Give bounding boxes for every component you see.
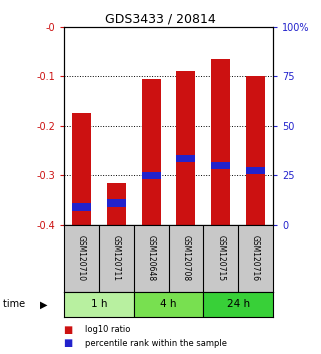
Text: ■: ■ bbox=[63, 338, 72, 348]
Bar bbox=[176, 155, 195, 162]
Text: ■: ■ bbox=[63, 325, 72, 335]
Text: 1 h: 1 h bbox=[91, 299, 107, 309]
Bar bbox=[142, 172, 161, 179]
Text: 4 h: 4 h bbox=[160, 299, 177, 309]
Bar bbox=[72, 203, 91, 211]
Bar bbox=[142, 79, 161, 225]
Bar bbox=[107, 183, 126, 225]
Bar bbox=[203, 292, 273, 317]
Text: log10 ratio: log10 ratio bbox=[85, 325, 130, 335]
Text: ▶: ▶ bbox=[39, 299, 47, 309]
Bar bbox=[246, 167, 265, 174]
Text: GSM120716: GSM120716 bbox=[251, 235, 260, 281]
Bar bbox=[134, 292, 203, 317]
Text: GSM120648: GSM120648 bbox=[147, 235, 156, 281]
Text: GSM120710: GSM120710 bbox=[77, 235, 86, 281]
Bar bbox=[246, 76, 265, 225]
Bar bbox=[107, 199, 126, 207]
Text: 24 h: 24 h bbox=[227, 299, 250, 309]
Bar bbox=[72, 113, 91, 225]
Bar bbox=[176, 71, 195, 225]
Bar bbox=[211, 162, 230, 169]
Bar bbox=[64, 292, 134, 317]
Text: time: time bbox=[3, 299, 29, 309]
Text: percentile rank within the sample: percentile rank within the sample bbox=[85, 339, 227, 348]
Text: GDS3433 / 20814: GDS3433 / 20814 bbox=[105, 12, 216, 25]
Text: GSM120708: GSM120708 bbox=[181, 235, 190, 281]
Bar bbox=[211, 59, 230, 225]
Text: GSM120715: GSM120715 bbox=[216, 235, 225, 281]
Text: GSM120711: GSM120711 bbox=[112, 235, 121, 281]
